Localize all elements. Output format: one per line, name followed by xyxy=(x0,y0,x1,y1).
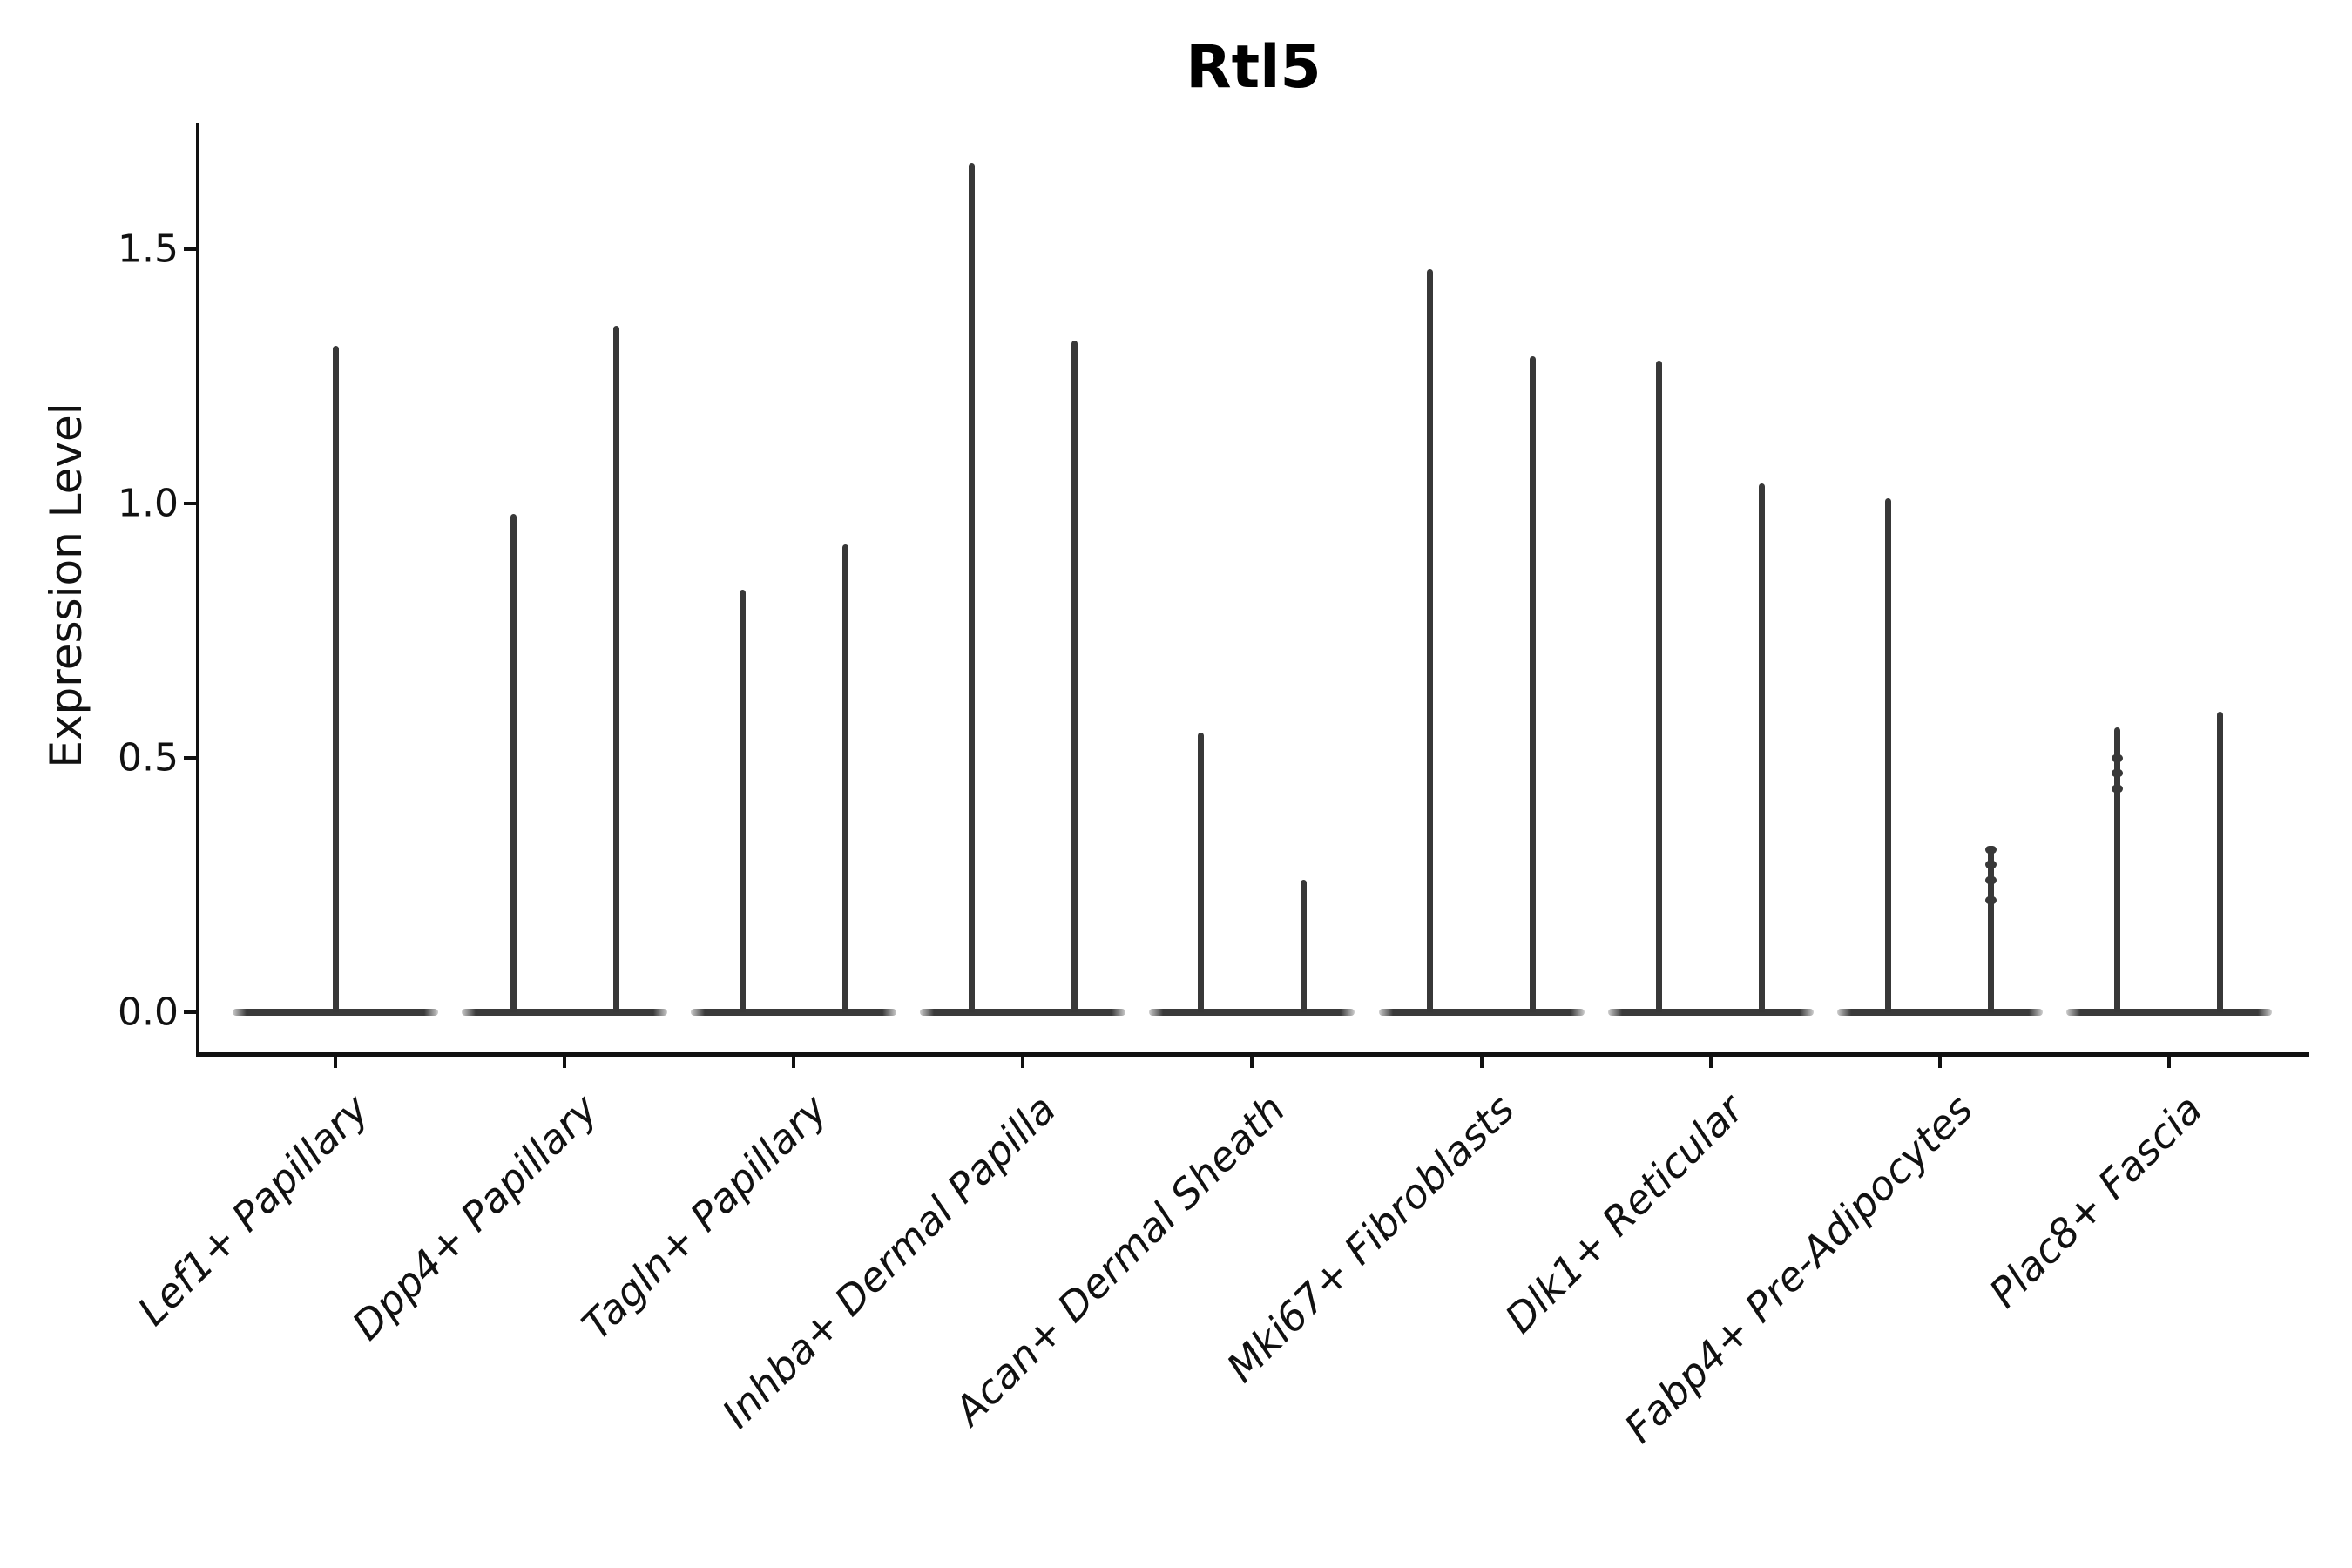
y-tick-label: 0.5 xyxy=(118,735,179,781)
violin-tail-spike xyxy=(968,162,975,1012)
violin-zero-base xyxy=(2065,1009,2272,1016)
violin-density-bump xyxy=(2112,784,2124,793)
y-axis-spine xyxy=(196,123,199,1056)
x-tick-mark xyxy=(2166,1054,2171,1068)
violin-density-bump xyxy=(1985,896,1997,905)
violin-density-bump xyxy=(2112,769,2124,778)
y-tick-label: 1.0 xyxy=(118,481,179,526)
violin-zero-base xyxy=(1607,1009,1814,1016)
x-tick-mark xyxy=(1708,1054,1713,1068)
y-tick-mark xyxy=(184,1010,197,1014)
x-tick-mark xyxy=(1479,1054,1484,1068)
violin-tail-spike xyxy=(739,590,746,1012)
violin-density-bump xyxy=(2112,754,2124,762)
violin-density-bump xyxy=(1985,875,1997,884)
violin-density-bump xyxy=(1985,845,1997,854)
violin-tail-spike xyxy=(1197,732,1204,1012)
x-tick-mark xyxy=(1021,1054,1025,1068)
violin-tail-spike xyxy=(1656,361,1663,1012)
violin-tail-spike xyxy=(612,325,619,1012)
violin-zero-base xyxy=(1378,1009,1585,1016)
violin-tail-spike xyxy=(841,544,848,1012)
x-tick-mark xyxy=(1250,1054,1254,1068)
x-tick-mark xyxy=(792,1054,796,1068)
violin-density-bump xyxy=(1985,861,1997,869)
violin-tail-spike xyxy=(1530,355,1536,1012)
y-tick-mark xyxy=(184,756,197,760)
chart-title: Rtl5 xyxy=(1186,33,1321,102)
violin-zero-base xyxy=(920,1009,1126,1016)
y-axis-label: Expression Level xyxy=(41,402,91,768)
violin-tail-spike xyxy=(510,513,517,1012)
violin-tail-spike xyxy=(2217,712,2224,1012)
y-tick-mark xyxy=(184,502,197,505)
violin-zero-base xyxy=(1836,1009,2043,1016)
violin-tail-spike xyxy=(1071,341,1078,1012)
violin-zero-base xyxy=(233,1009,438,1016)
violin-tail-spike xyxy=(1427,269,1433,1012)
x-tick-label: Dpp4+ Papillary xyxy=(342,1085,607,1349)
x-tick-mark xyxy=(334,1054,337,1068)
x-tick-mark xyxy=(1937,1054,1942,1068)
violin-zero-base xyxy=(1149,1009,1355,1016)
x-tick-label: Dlk1+ Reticular xyxy=(1496,1085,1753,1342)
violin-zero-base xyxy=(462,1009,668,1016)
y-tick-mark xyxy=(184,247,197,251)
x-tick-label: Plac8+ Fascia xyxy=(1979,1085,2211,1317)
violin-tail-spike xyxy=(2114,727,2121,1012)
x-tick-label: Tagln+ Papillary xyxy=(572,1085,836,1349)
violin-tail-spike xyxy=(1885,498,1892,1012)
x-tick-mark xyxy=(563,1054,567,1068)
violin-tail-spike xyxy=(1300,880,1307,1012)
violin-zero-base xyxy=(691,1009,897,1016)
y-tick-label: 0.0 xyxy=(118,990,179,1035)
violin-tail-spike xyxy=(1759,483,1766,1012)
violin-tail-spike xyxy=(1988,849,1995,1012)
violin-tail-spike xyxy=(332,345,339,1012)
x-tick-label: Lef1+ Papillary xyxy=(128,1085,378,1335)
y-tick-label: 1.5 xyxy=(118,226,179,272)
